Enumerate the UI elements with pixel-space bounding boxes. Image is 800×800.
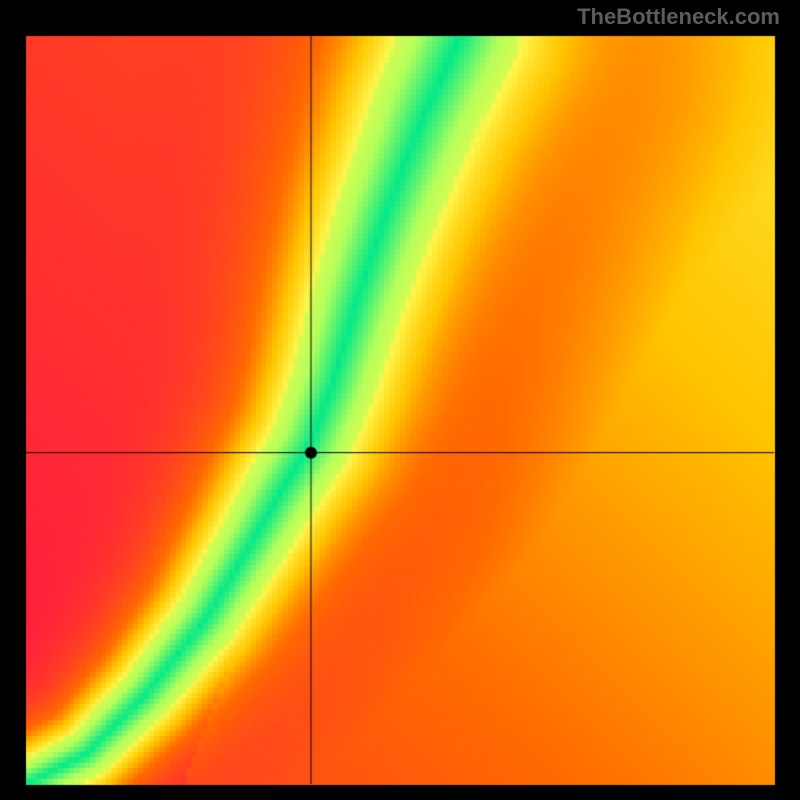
- watermark-text: TheBottleneck.com: [577, 4, 780, 30]
- chart-container: { "watermark": "TheBottleneck.com", "cha…: [0, 0, 800, 800]
- bottleneck-heatmap: [0, 0, 800, 800]
